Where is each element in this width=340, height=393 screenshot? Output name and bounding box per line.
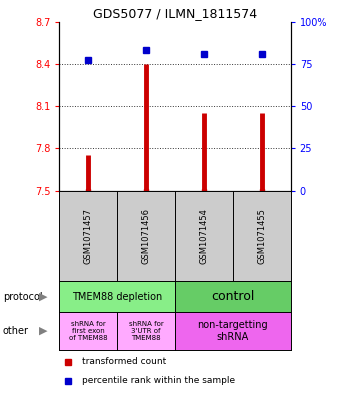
Text: percentile rank within the sample: percentile rank within the sample <box>82 376 235 386</box>
Text: other: other <box>3 326 29 336</box>
Text: GSM1071454: GSM1071454 <box>200 208 208 264</box>
Text: transformed count: transformed count <box>82 357 166 366</box>
Text: protocol: protocol <box>3 292 43 302</box>
Text: GSM1071456: GSM1071456 <box>142 208 151 264</box>
Text: GSM1071457: GSM1071457 <box>84 208 93 264</box>
Text: non-targetting
shRNA: non-targetting shRNA <box>198 320 268 342</box>
Title: GDS5077 / ILMN_1811574: GDS5077 / ILMN_1811574 <box>93 7 257 20</box>
Text: shRNA for
3'UTR of
TMEM88: shRNA for 3'UTR of TMEM88 <box>129 321 164 341</box>
Text: control: control <box>211 290 255 303</box>
Text: TMEM88 depletion: TMEM88 depletion <box>72 292 163 302</box>
Text: GSM1071455: GSM1071455 <box>257 208 266 264</box>
Text: shRNA for
first exon
of TMEM88: shRNA for first exon of TMEM88 <box>69 321 108 341</box>
Text: ▶: ▶ <box>38 326 47 336</box>
Text: ▶: ▶ <box>38 292 47 302</box>
